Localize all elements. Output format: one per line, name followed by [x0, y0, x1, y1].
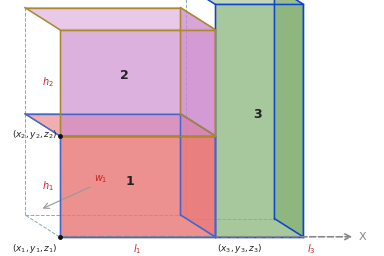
Polygon shape — [60, 29, 215, 136]
Text: 3: 3 — [253, 108, 262, 121]
Text: $l_3$: $l_3$ — [307, 242, 316, 256]
Polygon shape — [25, 8, 215, 29]
Text: $l_1$: $l_1$ — [133, 242, 141, 256]
Text: 1: 1 — [125, 175, 134, 188]
Text: $h_2$: $h_2$ — [42, 76, 54, 90]
Polygon shape — [25, 114, 215, 136]
Polygon shape — [215, 4, 303, 237]
Text: $w_1$: $w_1$ — [94, 173, 108, 185]
Text: $(x_3,y_3,z_3)$: $(x_3,y_3,z_3)$ — [217, 242, 263, 255]
Text: $(x_1,y_1,z_1)$: $(x_1,y_1,z_1)$ — [12, 242, 58, 255]
Polygon shape — [180, 114, 215, 237]
Text: 2: 2 — [120, 69, 129, 82]
Text: X: X — [359, 232, 366, 242]
Polygon shape — [275, 0, 303, 237]
Text: $h_1$: $h_1$ — [42, 179, 54, 193]
Polygon shape — [186, 0, 303, 4]
Polygon shape — [180, 8, 215, 136]
Text: $(x_2,y_2,z_2)$: $(x_2,y_2,z_2)$ — [12, 128, 58, 141]
Polygon shape — [60, 136, 215, 237]
